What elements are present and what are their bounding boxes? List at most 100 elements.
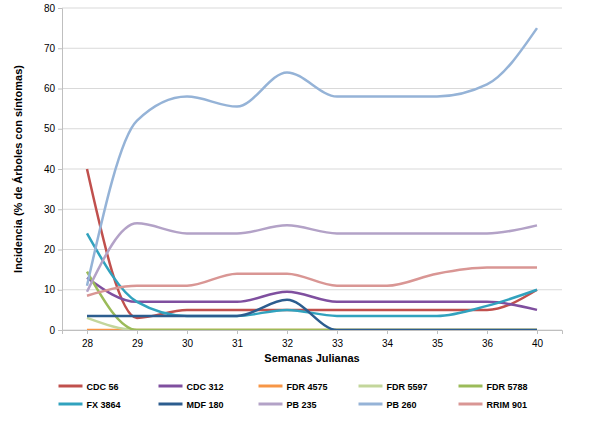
series-line — [87, 169, 537, 318]
legend-item: MDF 180 — [159, 400, 224, 410]
x-axis-line — [63, 331, 563, 335]
legend-label: FX 3864 — [87, 400, 121, 410]
x-tick-label: 33 — [332, 338, 344, 349]
y-axis-title: Incidencia (% de Árboles con síntomas) — [12, 65, 24, 273]
x-tick-label: 40 — [532, 338, 544, 349]
x-tick-mark — [187, 330, 188, 334]
series-line — [87, 223, 537, 291]
x-tick-label: 35 — [432, 338, 444, 349]
legend-label: RRIM 901 — [487, 400, 528, 410]
legend-label: MDF 180 — [187, 400, 224, 410]
y-tick-mark — [58, 89, 62, 90]
x-tick: 35 — [432, 330, 444, 349]
y-tick-label: 70 — [44, 43, 56, 54]
legend-swatch — [359, 385, 383, 388]
legend-swatch — [459, 403, 483, 406]
legend-label: FDR 5597 — [387, 382, 428, 392]
x-tick-mark — [537, 330, 538, 334]
grid-line — [62, 289, 562, 290]
grid-line — [62, 48, 562, 49]
y-tick: 60 — [44, 83, 62, 94]
grid-line — [62, 249, 562, 250]
x-tick: 30 — [182, 330, 194, 349]
grid-line — [62, 88, 562, 89]
x-tick: 31 — [232, 330, 244, 349]
series-line — [87, 300, 537, 330]
x-axis-title: Semanas Julianas — [264, 352, 359, 364]
y-tick: 40 — [44, 164, 62, 175]
y-tick-mark — [58, 209, 62, 210]
plot: 0 10 20 30 40 50 60 70 80 28 29 30 31 32 33 34 35 36 40 — [44, 3, 563, 349]
series-line — [87, 233, 537, 316]
legend-swatch — [159, 403, 183, 406]
chart: 0 10 20 30 40 50 60 70 80 28 29 30 31 32 33 34 35 36 40 Sem… — [0, 0, 597, 435]
grid-line — [62, 8, 562, 9]
x-tick-label: 36 — [482, 338, 494, 349]
legend-swatch — [59, 385, 83, 388]
x-tick-label: 29 — [132, 338, 144, 349]
grid-line — [62, 169, 562, 170]
y-tick-mark — [58, 8, 62, 9]
x-axis: 28 29 30 31 32 33 34 35 36 40 — [63, 330, 563, 349]
y-tick-label: 10 — [44, 284, 56, 295]
y-tick-mark — [58, 290, 62, 291]
y-tick-label: 80 — [44, 3, 56, 14]
y-tick-label: 20 — [44, 244, 56, 255]
legend-item: PB 260 — [359, 400, 417, 410]
legend-item: CDC 312 — [159, 382, 224, 392]
y-tick-label: 0 — [49, 325, 55, 336]
y-tick: 80 — [44, 3, 62, 14]
grid-line — [62, 209, 562, 210]
y-axis: 0 10 20 30 40 50 60 70 80 — [44, 3, 63, 336]
legend-item: FDR 4575 — [259, 382, 328, 392]
x-tick-mark — [87, 330, 88, 334]
x-tick: 34 — [382, 330, 394, 349]
legend-label: CDC 312 — [187, 382, 224, 392]
series-line — [87, 28, 537, 286]
y-tick: 10 — [44, 284, 62, 295]
x-tick: 28 — [82, 330, 94, 349]
x-tick: 33 — [332, 330, 344, 349]
series-line — [87, 268, 537, 296]
y-tick-label: 60 — [44, 83, 56, 94]
legend-item: RRIM 901 — [459, 400, 528, 410]
x-tick-label: 28 — [82, 338, 94, 349]
x-tick-mark — [437, 330, 438, 334]
x-tick-mark — [237, 330, 238, 334]
x-tick: 40 — [532, 330, 544, 349]
x-tick-label: 34 — [382, 338, 394, 349]
grid — [62, 8, 562, 330]
x-tick-mark — [137, 330, 138, 334]
y-tick: 50 — [44, 123, 62, 134]
y-tick-label: 40 — [44, 164, 56, 175]
y-tick-mark — [58, 129, 62, 130]
legend: CDC 56 CDC 312 FDR 4575 FDR 5597 FDR 5788 FX … — [59, 382, 528, 410]
y-tick: 0 — [49, 325, 62, 336]
legend-item: PB 235 — [259, 400, 317, 410]
legend-label: FDR 4575 — [287, 382, 328, 392]
legend-item: CDC 56 — [59, 382, 119, 392]
y-tick: 30 — [44, 204, 62, 215]
y-tick: 20 — [44, 244, 62, 255]
legend-swatch — [259, 385, 283, 388]
y-tick-mark — [58, 250, 62, 251]
legend-item: FDR 5788 — [459, 382, 528, 392]
legend-swatch — [59, 403, 83, 406]
x-tick-label: 32 — [282, 338, 294, 349]
grid-line — [62, 128, 562, 129]
x-tick-mark — [337, 330, 338, 334]
x-tick-label: 31 — [232, 338, 244, 349]
y-axis-line — [58, 9, 63, 331]
legend-swatch — [159, 385, 183, 388]
legend-item: FDR 5597 — [359, 382, 428, 392]
series-line — [87, 318, 537, 330]
legend-swatch — [459, 385, 483, 388]
lines — [87, 28, 537, 330]
x-tick: 36 — [482, 330, 494, 349]
legend-swatch — [259, 403, 283, 406]
legend-swatch — [359, 403, 383, 406]
y-tick-mark — [58, 169, 62, 170]
legend-item: FX 3864 — [59, 400, 121, 410]
x-tick: 32 — [282, 330, 294, 349]
y-tick-label: 50 — [44, 123, 56, 134]
